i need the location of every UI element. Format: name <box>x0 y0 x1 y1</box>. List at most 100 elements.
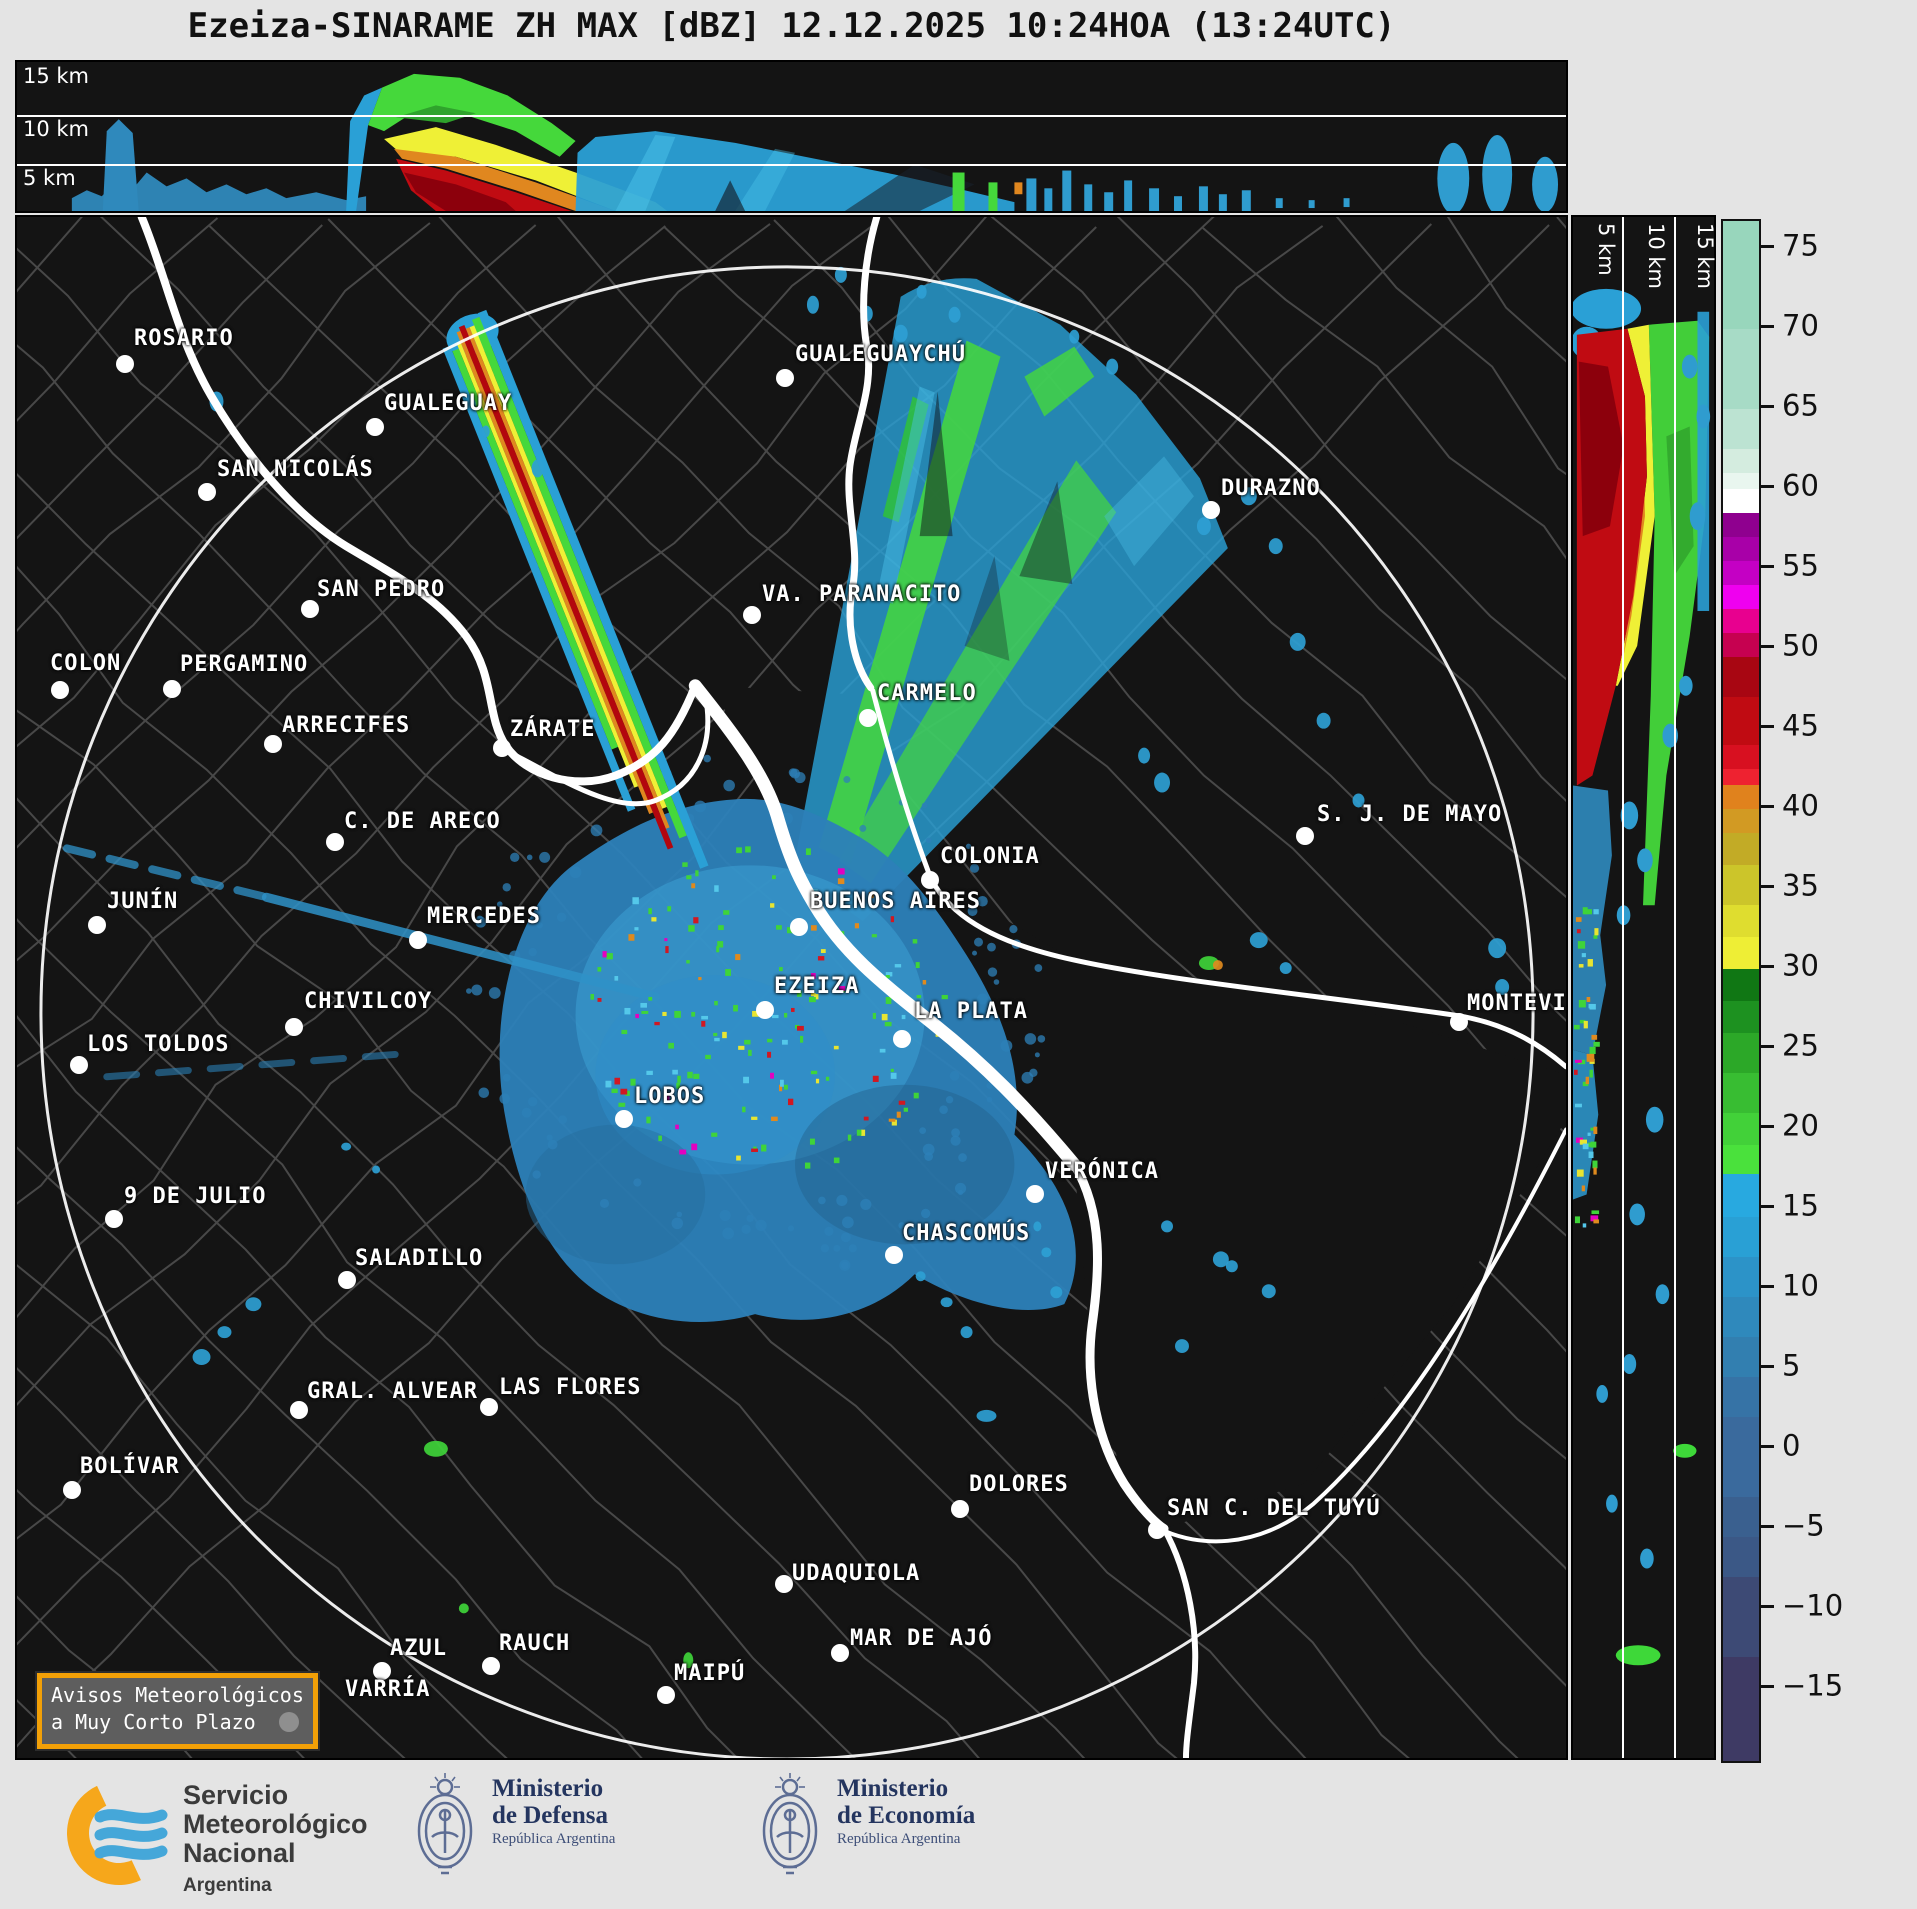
colorbar-tick-label: −5 <box>1782 1508 1825 1543</box>
warning-line-1: Avisos Meteorológicos <box>51 1683 304 1707</box>
city-label: JUNÍN <box>107 889 179 914</box>
city-label: LAS FLORES <box>499 1375 642 1400</box>
economia-crest-icon <box>762 1773 818 1875</box>
city-label: SAN PEDRO <box>317 577 446 602</box>
city-dot <box>198 483 216 501</box>
ew-cross-section-panel: 15 km 10 km 5 km <box>15 60 1568 213</box>
city-dot <box>776 369 794 387</box>
city-label: SAN NICOLÁS <box>217 457 374 482</box>
city-label: PERGAMINO <box>180 652 309 677</box>
rio-de-la-plata-water <box>715 685 1566 1529</box>
colorbar-tick-label: 75 <box>1782 228 1819 263</box>
city-label: COLONIA <box>940 844 1040 869</box>
colorbar-tick-label: 10 <box>1782 1268 1819 1303</box>
city-dot <box>326 833 344 851</box>
footer: Servicio Meteorológico Nacional Argentin… <box>0 1763 1917 1909</box>
city-label: GUALEGUAY <box>384 391 513 416</box>
echo-west-spike <box>62 844 660 1081</box>
echo-ne-fan <box>792 278 1228 922</box>
city-label: DURAZNO <box>1221 476 1321 501</box>
city-dot <box>1026 1185 1044 1203</box>
ministry-economia: Ministerio de Economía República Argenti… <box>837 1775 976 1847</box>
colorbar-tick-label: 25 <box>1782 1028 1819 1063</box>
ew-cross-section-echoes <box>71 73 1559 211</box>
city-label: DOLORES <box>969 1472 1069 1497</box>
city-label: MAR DE AJÓ <box>850 1626 993 1651</box>
colorbar-tick-label: 70 <box>1782 308 1819 343</box>
smn-wordmark: Servicio Meteorológico Nacional Argentin… <box>183 1781 368 1900</box>
city-label: GRAL. ALVEAR <box>307 1379 478 1404</box>
echo-scattered-cells <box>192 266 1510 1669</box>
altitude-label-15km: 15 km <box>23 64 90 88</box>
colorbar-tick-label: 30 <box>1782 948 1819 983</box>
city-dot <box>290 1401 308 1419</box>
altitude-label-15km-vert: 15 km <box>1693 223 1717 290</box>
city-dot <box>480 1398 498 1416</box>
city-dot <box>921 871 939 889</box>
city-dot <box>51 681 69 699</box>
city-dot <box>831 1644 849 1662</box>
city-label: LA PLATA <box>914 999 1028 1024</box>
colorbar-tick-label: 15 <box>1782 1188 1819 1223</box>
city-dot <box>893 1030 911 1048</box>
city-dot <box>409 931 427 949</box>
dbz-colorbar <box>1721 219 1761 1763</box>
city-dot <box>775 1575 793 1593</box>
city-label: GUALEGUAYCHÚ <box>795 342 966 367</box>
colorbar-tick-label: 40 <box>1782 788 1819 823</box>
colorbar-tick-label: 50 <box>1782 628 1819 663</box>
city-dot <box>482 1657 500 1675</box>
ns-clutter-speckles <box>1573 907 1600 1228</box>
smn-logo <box>67 1785 168 1885</box>
city-label: ARRECIFES <box>282 713 411 738</box>
colorbar-tick-label: 0 <box>1782 1428 1801 1463</box>
gridline-5km-vert <box>1622 217 1624 1758</box>
city-label: CHASCOMÚS <box>902 1221 1031 1246</box>
city-label: BUENOS AIRES <box>810 889 981 914</box>
city-label: SAN C. DEL TUYÚ <box>1167 1496 1381 1521</box>
warning-box[interactable]: Avisos Meteorológicos a Muy Corto Plazo <box>35 1671 320 1751</box>
colorbar-tick-label: −15 <box>1782 1668 1844 1703</box>
city-dot <box>163 680 181 698</box>
city-label: AZUL <box>390 1636 447 1661</box>
colorbar-tick-label: 55 <box>1782 548 1819 583</box>
city-label: SALADILLO <box>355 1246 484 1271</box>
city-label: COLON <box>50 651 122 676</box>
city-label: UDAQUIOLA <box>792 1561 921 1586</box>
city-label: RAUCH <box>499 1631 571 1656</box>
city-dot <box>615 1110 633 1128</box>
city-dot <box>338 1271 356 1289</box>
city-dot <box>373 1662 391 1680</box>
ns-cross-section-echoes <box>1573 288 1711 1666</box>
warning-line-2: a Muy Corto Plazo <box>51 1710 256 1734</box>
colorbar-tick-label: −10 <box>1782 1588 1844 1623</box>
city-dot <box>70 1056 88 1074</box>
gridline-5km <box>17 164 1566 166</box>
city-dot <box>657 1686 675 1704</box>
ministry-defensa: Ministerio de Defensa República Argentin… <box>492 1775 616 1847</box>
radar-map-graphics <box>17 217 1566 1758</box>
city-dot <box>859 709 877 727</box>
city-label: LOBOS <box>634 1084 706 1109</box>
altitude-label-5km-vert: 5 km <box>1594 223 1618 276</box>
altitude-label-5km: 5 km <box>23 166 76 190</box>
defensa-crest-icon <box>417 1773 473 1875</box>
gridline-10km-vert <box>1674 217 1676 1758</box>
city-dot <box>116 355 134 373</box>
city-label: VARRÍA <box>345 1677 431 1702</box>
page-title: Ezeiza-SINARAME ZH MAX [dBZ] 12.12.2025 … <box>187 6 1396 46</box>
echo-fringe-dots <box>466 754 1046 1271</box>
colorbar-tick-label: 20 <box>1782 1108 1819 1143</box>
gridline-10km <box>17 115 1566 117</box>
city-dot <box>1148 1521 1166 1539</box>
colorbar-tick-label: 60 <box>1782 468 1819 503</box>
colorbar-tick-label: 35 <box>1782 868 1819 903</box>
city-dot <box>301 600 319 618</box>
colorbar-tick-label: 65 <box>1782 388 1819 423</box>
city-dot <box>493 739 511 757</box>
city-dot <box>743 606 761 624</box>
city-label: MERCEDES <box>427 904 541 929</box>
city-label: LOS TOLDOS <box>87 1032 230 1057</box>
city-label: BOLÍVAR <box>80 1454 180 1479</box>
